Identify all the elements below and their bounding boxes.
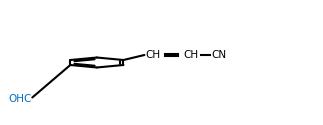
Text: CN: CN bbox=[212, 50, 226, 60]
Text: OHC: OHC bbox=[8, 94, 32, 104]
Text: CH: CH bbox=[183, 50, 198, 60]
Text: CH: CH bbox=[146, 50, 161, 60]
